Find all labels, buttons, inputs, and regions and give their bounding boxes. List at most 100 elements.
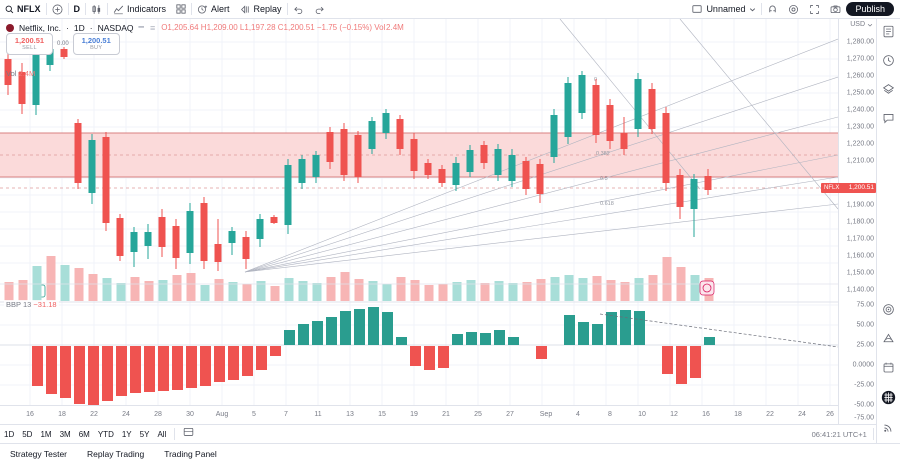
alerts-clock-icon[interactable] — [882, 54, 895, 72]
layout-name-button[interactable]: Unnamed — [687, 4, 761, 14]
settings-gear-icon — [788, 4, 799, 15]
indicator-tick: -25.00 — [854, 381, 874, 389]
legend-exchange: NASDAQ — [97, 22, 134, 33]
buy-label: BUY — [90, 45, 103, 51]
tab-strategy-tester[interactable]: Strategy Tester — [10, 448, 68, 459]
toolbar-divider — [286, 3, 288, 15]
current-price-badge[interactable]: NFLX 1,200.51 — [821, 183, 876, 193]
magnet-button[interactable] — [762, 0, 783, 19]
date-range-button[interactable] — [179, 425, 198, 444]
toolbar-divider — [85, 3, 86, 15]
ideas-icon[interactable] — [882, 303, 895, 321]
interval-button[interactable]: D — [69, 0, 86, 19]
bottom-tabs: Strategy Tester Replay Trading Trading P… — [0, 443, 900, 463]
time-tick: 4 — [576, 411, 580, 418]
search-icon — [5, 5, 14, 14]
time-tick: 16 — [702, 411, 710, 418]
toolbar-divider — [761, 3, 763, 15]
buy-button[interactable]: 1,200.51 BUY — [72, 33, 120, 55]
candle — [522, 157, 530, 195]
price-tick: 1,240.00 — [846, 106, 874, 114]
clock-label[interactable]: 06:41:21 UTC+1 — [811, 429, 867, 439]
range-button-5y[interactable]: 5Y — [139, 429, 150, 439]
price-tick: 1,170.00 — [846, 235, 874, 243]
alert-clock-icon — [197, 4, 208, 15]
candle — [186, 203, 194, 264]
time-tick: 10 — [638, 411, 646, 418]
time-tick: 7 — [284, 411, 288, 418]
candle — [340, 123, 348, 181]
price-tick: 1,250.00 — [846, 89, 874, 97]
bbp-trendline — [599, 313, 838, 348]
legend-sep-2: · — [89, 22, 93, 33]
add-symbol-button[interactable] — [47, 0, 68, 19]
chart-type-button[interactable] — [86, 0, 107, 19]
fullscreen-button[interactable] — [804, 0, 825, 19]
watchlist-icon[interactable] — [882, 25, 895, 43]
volume-legend-label: Vol — [6, 69, 17, 78]
sell-price: 1,200.51 — [14, 36, 45, 45]
indicators-button[interactable]: Indicators — [108, 0, 171, 19]
layers-icon[interactable] — [882, 83, 895, 101]
undo-button[interactable] — [288, 0, 309, 19]
buy-price: 1,200.51 — [81, 36, 111, 45]
range-button-1y[interactable]: 1Y — [121, 429, 132, 439]
tab-replay-trading[interactable]: Replay Trading — [87, 448, 145, 459]
candle — [200, 197, 208, 269]
symbol-logo-icon — [6, 23, 14, 32]
time-tick: 18 — [734, 411, 742, 418]
candle — [158, 209, 166, 257]
publish-button[interactable]: Publish — [846, 2, 894, 16]
settings-button[interactable] — [783, 0, 804, 19]
range-button-1m[interactable]: 1M — [40, 429, 52, 439]
apps-grid-icon[interactable] — [881, 390, 896, 410]
broadcast-icon[interactable] — [882, 421, 895, 439]
time-tick: 11 — [314, 411, 322, 418]
volume-legend[interactable]: Vol 2.4M — [6, 69, 35, 78]
range-button-all[interactable]: All — [157, 429, 167, 439]
legend-menu-icon[interactable]: ≡ — [149, 22, 157, 33]
redo-button[interactable] — [309, 0, 330, 19]
symbol-search-button[interactable]: NFLX — [0, 0, 46, 19]
chart-legend[interactable]: Netflix, Inc. · 1D · NASDAQ ━ ≡ O1,205.6… — [6, 22, 404, 33]
range-button-1d[interactable]: 1D — [4, 429, 15, 439]
candle — [354, 131, 362, 183]
bbp-legend[interactable]: BBP 13 −31.18 — [4, 300, 59, 309]
candle — [466, 145, 474, 177]
snapshot-button[interactable] — [825, 0, 846, 19]
toolbar-divider — [45, 3, 47, 15]
tab-trading-panel[interactable]: Trading Panel — [164, 448, 217, 459]
sell-button[interactable]: 1,200.51 SELL — [6, 33, 53, 55]
right-sidebar-bottom — [881, 303, 896, 443]
alerts-pyramid-icon[interactable] — [882, 332, 895, 350]
bottom-bar: 1D 5D 1M 3M 6M YTD 1Y 5Y All 06:41:21 UT… — [0, 424, 900, 443]
time-tick: Aug — [215, 411, 229, 418]
range-button-3m[interactable]: 3M — [59, 429, 71, 439]
eye-icon[interactable]: ━ — [138, 22, 145, 32]
candle — [452, 157, 460, 191]
camera-icon — [830, 4, 841, 15]
candle — [130, 227, 138, 267]
layout-name-label: Unnamed — [706, 4, 746, 14]
candle — [368, 117, 376, 154]
replay-button[interactable]: Replay — [235, 0, 287, 19]
price-tick: 1,210.00 — [846, 157, 874, 165]
candle — [690, 174, 698, 237]
chart-canvas-area[interactable]: 0 0.382 0.5 0.618 — [0, 19, 838, 405]
templates-button[interactable] — [171, 0, 191, 19]
range-button-5d[interactable]: 5D — [22, 429, 33, 439]
chat-icon[interactable] — [882, 112, 895, 130]
bottom-divider — [872, 428, 874, 440]
currency-selector[interactable]: USD — [850, 21, 873, 28]
toolbar-divider — [67, 3, 69, 15]
price-scale[interactable]: USD 1,280.00 1,270.00 1,260.00 1,250.00 … — [821, 19, 876, 424]
calendar-icon[interactable] — [882, 361, 895, 379]
candle — [4, 53, 12, 95]
alert-button[interactable]: Alert — [192, 0, 235, 19]
price-tick: 1,140.00 — [846, 286, 874, 294]
candle — [480, 141, 488, 169]
time-tick: 26 — [826, 411, 834, 418]
range-button-6m[interactable]: 6M — [78, 429, 90, 439]
range-button-ytd[interactable]: YTD — [97, 429, 114, 439]
time-scale[interactable]: 16 18 22 24 28 30 Aug 5 7 11 13 15 19 21… — [0, 405, 838, 424]
